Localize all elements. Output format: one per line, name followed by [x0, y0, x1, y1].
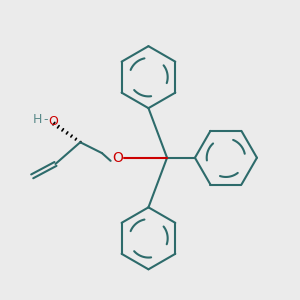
Text: H: H — [33, 112, 42, 125]
Text: O: O — [48, 115, 58, 128]
Text: O: O — [112, 151, 123, 165]
Text: -: - — [43, 113, 48, 126]
